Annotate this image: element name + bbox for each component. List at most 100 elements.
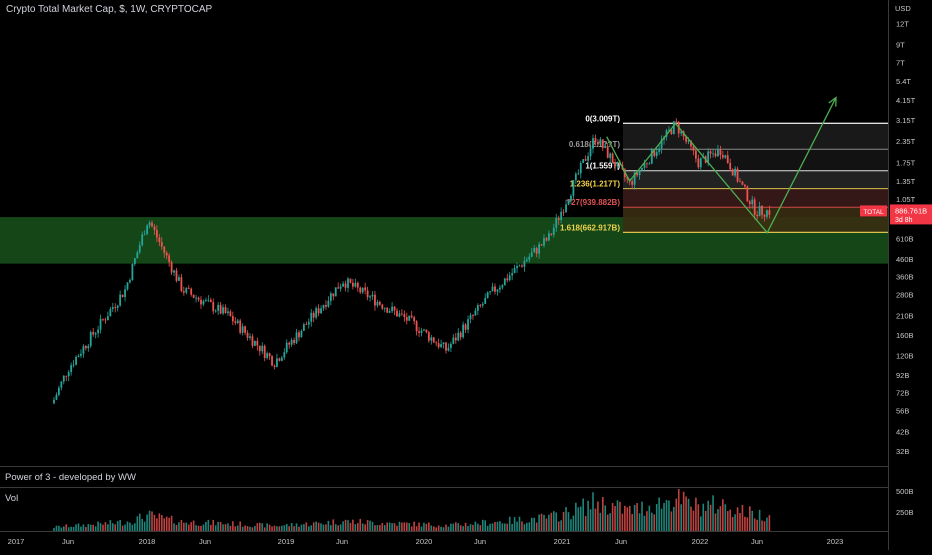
- volume-bar: [369, 520, 371, 531]
- candle-body: [374, 294, 376, 306]
- volume-bar: [479, 525, 482, 531]
- volume-bar: [611, 503, 614, 531]
- volume-bar: [138, 513, 141, 531]
- volume-bar: [584, 516, 587, 531]
- candle-body: [699, 158, 702, 168]
- volume-bar: [70, 526, 72, 531]
- volume-bar: [734, 514, 736, 531]
- candle-body: [687, 140, 690, 142]
- candle-body: [239, 320, 242, 333]
- candle-body: [592, 138, 594, 149]
- volume-bar: [435, 527, 437, 531]
- volume-bar: [423, 522, 425, 531]
- volume-bar: [124, 524, 126, 531]
- candle-body: [254, 340, 256, 346]
- candle-body: [690, 140, 692, 147]
- candle-body: [320, 308, 322, 314]
- time-tick-label: 2020: [416, 537, 433, 546]
- fib-band: [623, 149, 888, 171]
- volume-bar: [295, 523, 298, 531]
- candle-body: [648, 163, 651, 165]
- candle-body: [266, 353, 269, 359]
- volume-bar: [107, 524, 109, 531]
- time-tick-label: Jun: [199, 537, 211, 546]
- volume-bar: [92, 524, 94, 531]
- candle-body: [567, 200, 570, 205]
- price-tick-label: 9T: [896, 40, 905, 49]
- volume-bar: [376, 525, 379, 531]
- candle-body: [285, 342, 288, 353]
- volume-bar: [673, 506, 675, 531]
- candle-body: [572, 180, 575, 196]
- volume-bar: [232, 521, 234, 531]
- candle-body: [263, 345, 266, 359]
- candle-body: [241, 326, 244, 333]
- volume-bar: [621, 513, 624, 531]
- volume-bar: [251, 527, 254, 531]
- candle-body: [359, 287, 362, 293]
- candle-body: [499, 287, 501, 290]
- candle-body: [408, 315, 411, 321]
- volume-bar: [695, 497, 697, 531]
- candle-body: [111, 307, 114, 310]
- price-tick-label: 360B: [896, 272, 914, 281]
- candle-body: [119, 294, 122, 306]
- volume-bar: [484, 520, 486, 531]
- candle-body: [582, 159, 585, 163]
- volume-bar: [146, 514, 148, 531]
- candle-body: [516, 266, 518, 269]
- volume-bar: [121, 525, 124, 531]
- volume-bar: [538, 514, 540, 531]
- candle-body: [599, 139, 602, 145]
- price-tick-label: 1.05T: [896, 195, 916, 204]
- volume-bar: [364, 524, 366, 531]
- volume-bar: [202, 524, 205, 531]
- candle-body: [378, 301, 381, 305]
- candle-body: [190, 288, 193, 295]
- volume-bar: [501, 523, 504, 531]
- volume-bar: [763, 521, 766, 531]
- time-tick-label: 2022: [692, 537, 709, 546]
- volume-bar: [513, 517, 516, 531]
- volume-bar: [116, 521, 119, 531]
- volume-bar: [72, 526, 75, 531]
- volume-bar: [594, 508, 597, 531]
- volume-bar: [408, 523, 411, 531]
- fib-band: [623, 170, 888, 189]
- price-tick-label: 4.15T: [896, 96, 916, 105]
- candle-body: [413, 317, 416, 322]
- volume-bar: [256, 523, 259, 531]
- volume-bar: [300, 524, 303, 531]
- volume-bar: [572, 515, 575, 531]
- volume-bar: [175, 524, 178, 531]
- volume-bar: [334, 524, 337, 531]
- time-tick-label: Jun: [62, 537, 74, 546]
- volume-bar: [653, 514, 656, 531]
- price-tick-label: 12T: [896, 20, 909, 29]
- volume-bar: [170, 515, 173, 531]
- volume-bar: [366, 520, 369, 531]
- candle-body: [533, 248, 536, 253]
- candle-body: [170, 262, 173, 273]
- volume-bar: [195, 525, 197, 531]
- volume-bar: [766, 517, 768, 531]
- candle-body: [156, 230, 158, 238]
- volume-bar: [87, 524, 90, 531]
- volume-bar: [327, 520, 330, 531]
- volume-bar: [114, 524, 117, 531]
- price-tick-label: 210B: [896, 311, 914, 320]
- candle-body: [307, 321, 310, 325]
- price-tick-label: 7T: [896, 58, 905, 67]
- volume-bars: [53, 489, 771, 531]
- volume-bar: [352, 519, 354, 531]
- volume-bar: [141, 518, 143, 531]
- volume-bar: [677, 489, 680, 531]
- candle-body: [423, 329, 425, 331]
- candle-body: [55, 394, 58, 400]
- candle-body: [202, 300, 205, 305]
- candle-body: [761, 205, 763, 215]
- candle-body: [638, 170, 641, 176]
- candle-body: [222, 307, 224, 314]
